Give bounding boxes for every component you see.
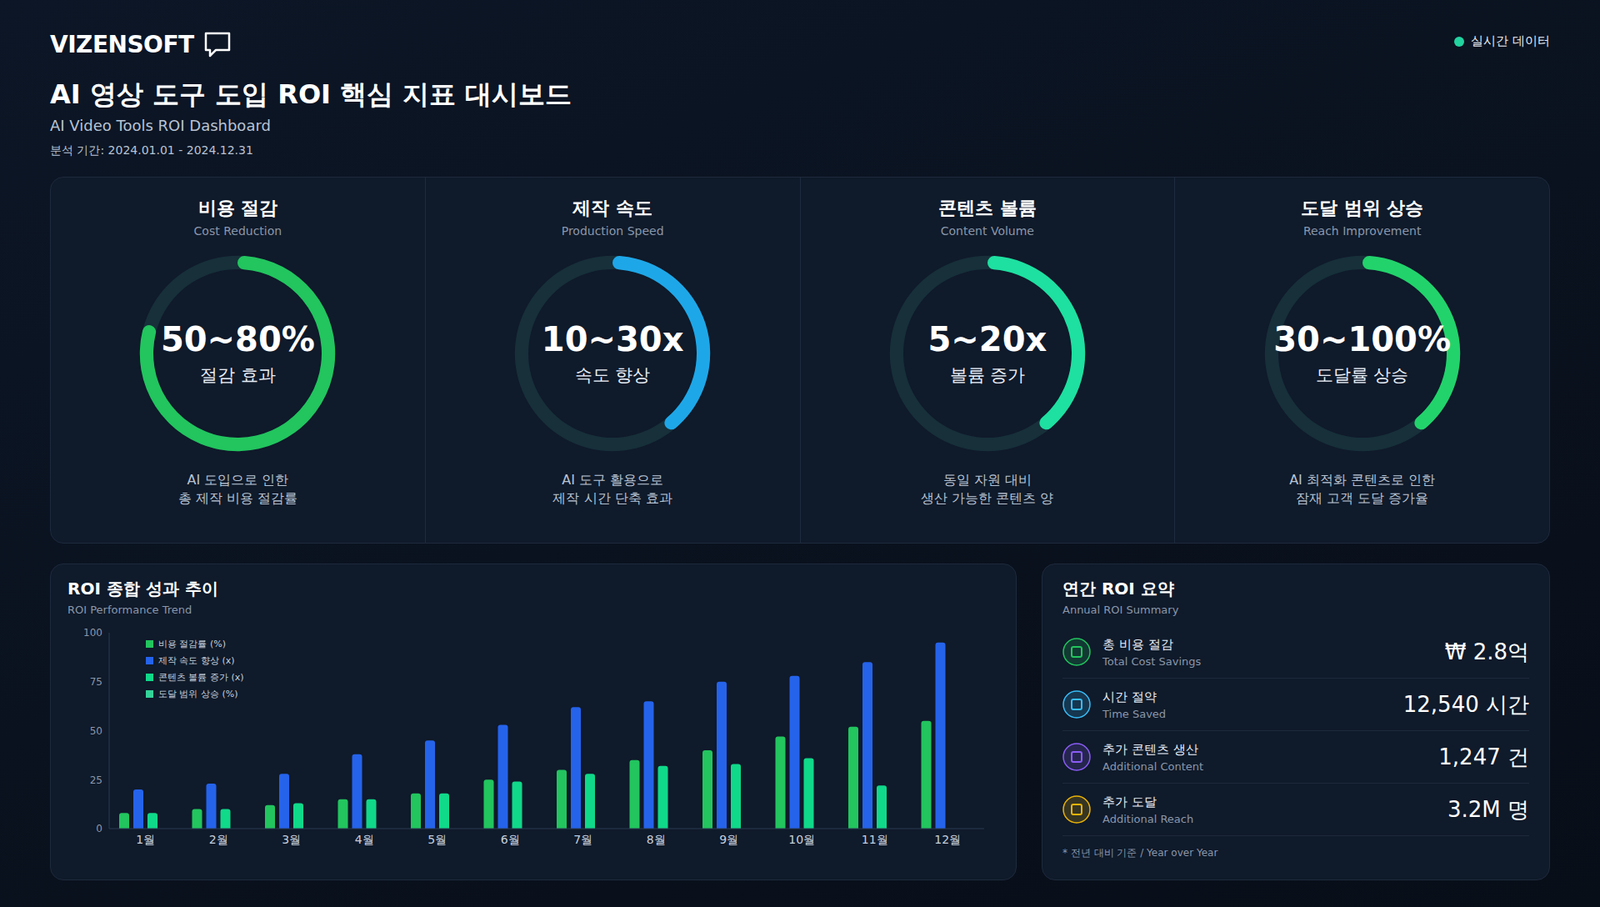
html-text:10~30x: 10~30x [541, 320, 684, 359]
html-text:AI 도입으로 인한: AI 도입으로 인한 [187, 471, 289, 488]
html-text:볼륨 증가: 볼륨 증가 [949, 365, 1026, 385]
svg-text:7월: 7월 [573, 832, 593, 846]
html-text:Content Volume: Content Volume [940, 224, 1035, 238]
svg-text:11월: 11월 [861, 832, 889, 846]
svg-text:2월: 2월 [209, 832, 229, 846]
svg-text:10월: 10월 [788, 832, 815, 846]
svg-text:100: 100 [83, 626, 103, 639]
svg-text:1월: 1월 [135, 832, 155, 846]
html-text:* 전년 대비 기준 / Year over Year: * 전년 대비 기준 / Year over Year [1062, 846, 1218, 859]
html-text:실시간 데이터: 실시간 데이터 [1471, 33, 1550, 49]
html-text:제작 시간 단축 효과: 제작 시간 단축 효과 [552, 490, 673, 506]
html-text:분석 기간: 2024.01.01 - 2024.12.31: 분석 기간: 2024.01.01 - 2024.12.31 [50, 143, 254, 157]
html-text:5~20x: 5~20x [927, 320, 1047, 359]
html-text:Additional Content: Additional Content [1102, 759, 1204, 773]
svg-text:5월: 5월 [427, 832, 447, 846]
html-text:AI 영상 도구 도입 ROI 핵심 지표 대시보드: AI 영상 도구 도입 ROI 핵심 지표 대시보드 [50, 78, 572, 110]
html-text:도달률 상승: 도달률 상승 [1315, 365, 1409, 385]
html-text:Total Cost Savings: Total Cost Savings [1102, 654, 1202, 668]
html-text:제작 속도: 제작 속도 [572, 197, 653, 219]
html-text:50~80%: 50~80% [160, 320, 315, 359]
html-text:제작 속도 향상 (x): 제작 속도 향상 (x) [158, 655, 235, 666]
svg-text:25: 25 [90, 774, 103, 786]
html-text:총 비용 절감: 총 비용 절감 [1102, 636, 1173, 652]
html-text:시간 절약: 시간 절약 [1102, 688, 1157, 704]
html-text:Reach Improvement: Reach Improvement [1303, 224, 1422, 238]
svg-text:12월: 12월 [934, 832, 961, 846]
html-text:ROI 종합 성과 추이: ROI 종합 성과 추이 [67, 578, 219, 599]
html-text:콘텐츠 볼륨 증가 (x): 콘텐츠 볼륨 증가 (x) [158, 671, 244, 683]
html-text:추가 도달: 추가 도달 [1102, 793, 1157, 809]
html-text:속도 향상: 속도 향상 [574, 365, 651, 385]
svg-text:8월: 8월 [646, 832, 666, 846]
html-text:도달 범위 상승 (%): 도달 범위 상승 (%) [158, 688, 238, 700]
svg-text:4월: 4월 [355, 832, 375, 846]
html-text:추가 콘텐츠 생산: 추가 콘텐츠 생산 [1102, 741, 1198, 757]
html-text:AI 도구 활용으로: AI 도구 활용으로 [561, 471, 664, 488]
html-text:절감 효과: 절감 효과 [200, 365, 276, 385]
html-text:총 제작 비용 절감률: 총 제작 비용 절감률 [178, 490, 298, 506]
html-text:생산 가능한 콘텐츠 양: 생산 가능한 콘텐츠 양 [921, 490, 1054, 506]
svg-text:0: 0 [95, 822, 103, 835]
html-text:동일 자원 대비: 동일 자원 대비 [943, 471, 1032, 488]
html-text:비용 절감: 비용 절감 [197, 197, 278, 219]
html-text:연간 ROI 요약: 연간 ROI 요약 [1062, 578, 1174, 599]
svg-text:6월: 6월 [500, 832, 520, 846]
html-text:Time Saved: Time Saved [1102, 707, 1166, 720]
html-text:1,247 건: 1,247 건 [1438, 743, 1530, 769]
html-text:잠재 고객 도달 증가율: 잠재 고객 도달 증가율 [1295, 490, 1429, 506]
html-text:3.2M 명: 3.2M 명 [1447, 796, 1530, 822]
html-text:콘텐츠 볼륨: 콘텐츠 볼륨 [938, 197, 1037, 219]
html-text:비용 절감률 (%): 비용 절감률 (%) [158, 638, 226, 650]
html-text:30~100%: 30~100% [1273, 320, 1451, 359]
svg-text:50: 50 [90, 725, 103, 737]
html-text:12,540 시간: 12,540 시간 [1403, 691, 1530, 717]
html-text:Cost Reduction: Cost Reduction [193, 224, 282, 238]
html-text:도달 범위 상승: 도달 범위 상승 [1300, 197, 1424, 219]
svg-text:75: 75 [90, 675, 103, 688]
html-text:₩ 2.8억: ₩ 2.8억 [1444, 638, 1530, 664]
html-text:Production Speed: Production Speed [561, 224, 664, 238]
html-text:ROI Performance Trend: ROI Performance Trend [67, 603, 192, 616]
html-text:AI Video Tools ROI Dashboard: AI Video Tools ROI Dashboard [50, 116, 271, 135]
svg-text:3월: 3월 [281, 832, 301, 846]
html-text:AI 최적화 콘텐츠로 인한: AI 최적화 콘텐츠로 인한 [1289, 471, 1436, 488]
html-text:VIZENSOFT: VIZENSOFT [50, 30, 194, 58]
svg-text:9월: 9월 [719, 832, 739, 846]
html-text:Annual ROI Summary: Annual ROI Summary [1062, 603, 1179, 616]
html-text:Additional Reach: Additional Reach [1102, 812, 1194, 825]
